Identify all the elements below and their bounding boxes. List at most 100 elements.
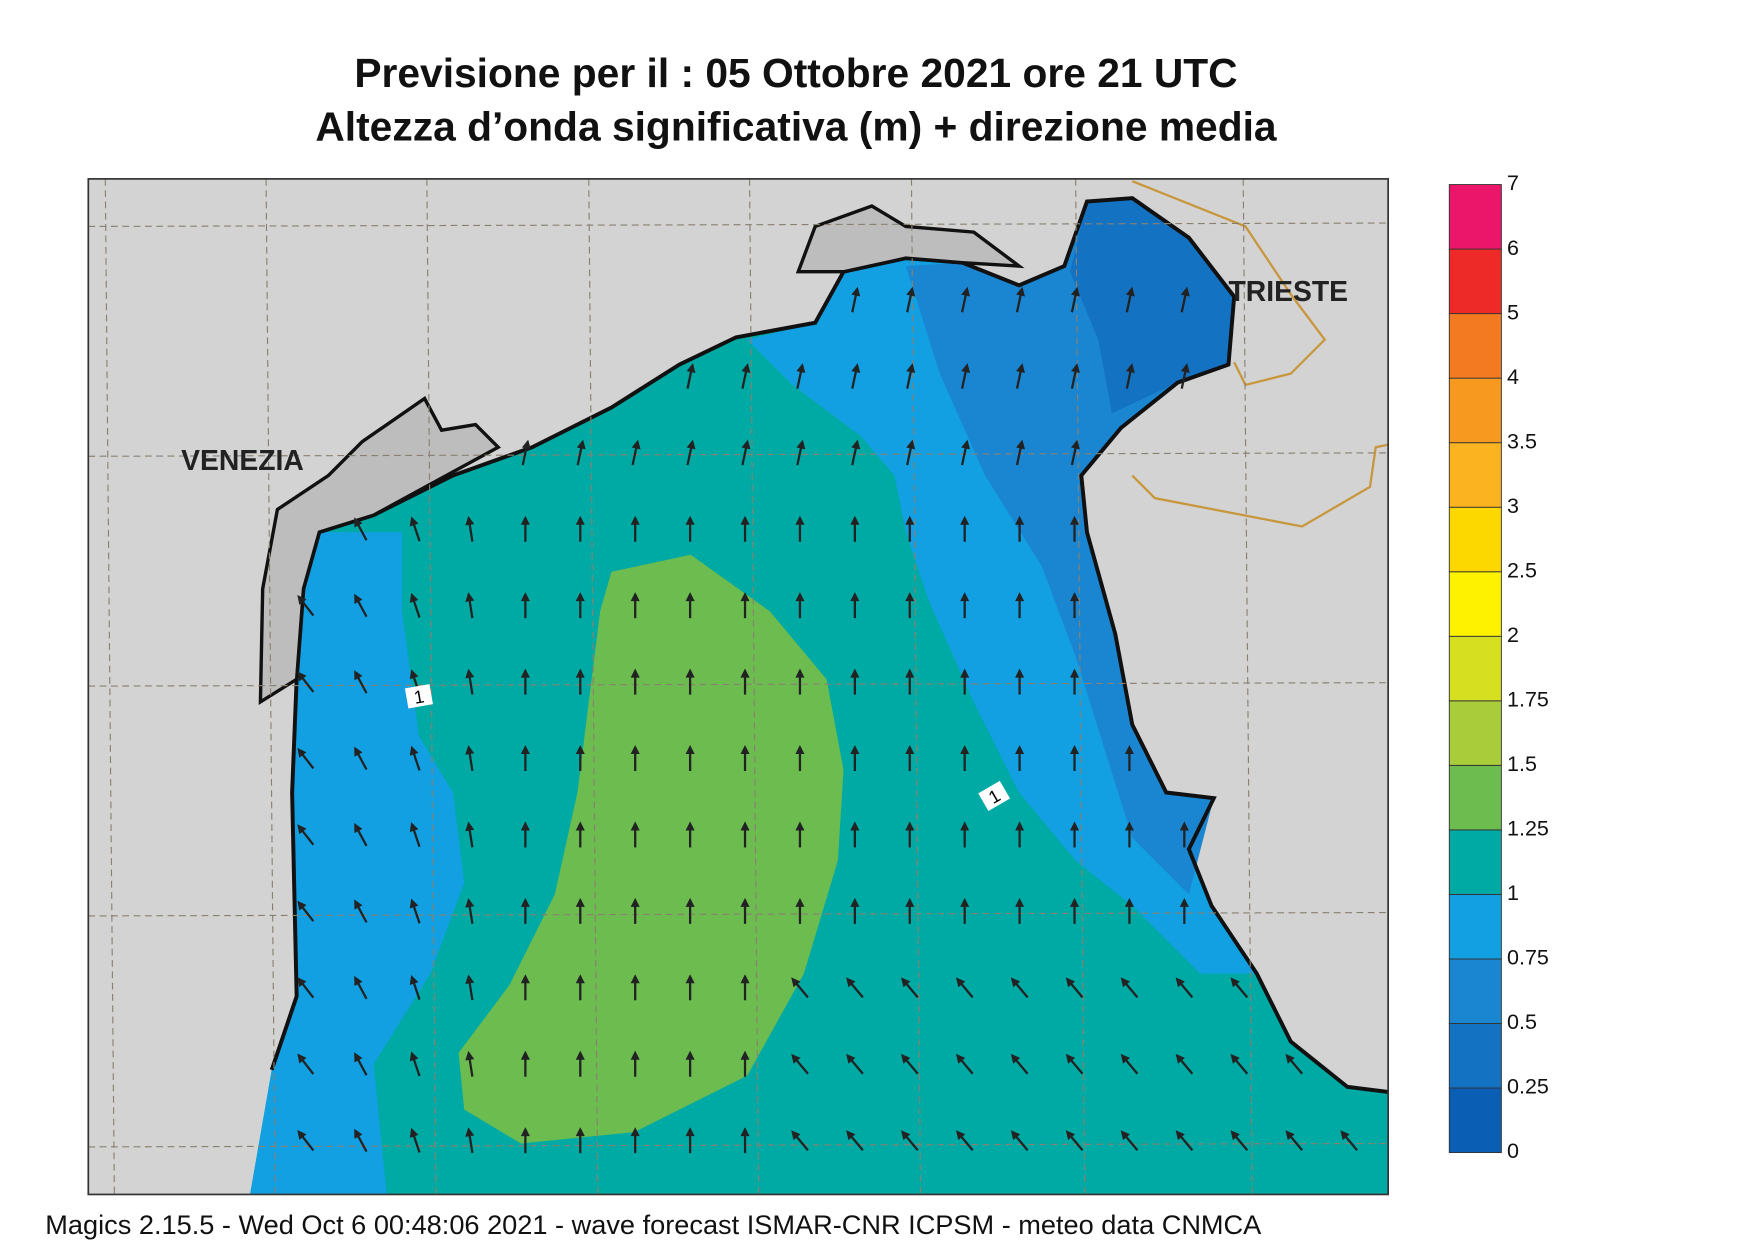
arrow-head (520, 1050, 530, 1060)
arrow-head (850, 592, 860, 602)
direction-arrow (905, 668, 915, 695)
direction-arrow (630, 897, 640, 924)
arrow-head (297, 671, 307, 682)
direction-arrow (630, 1127, 640, 1154)
direction-arrow (409, 1051, 421, 1077)
direction-arrow (740, 592, 750, 619)
direction-arrow (1069, 668, 1080, 695)
direction-arrow (630, 515, 640, 542)
arrow-head (630, 974, 640, 984)
legend-level: 0.75 (1507, 946, 1549, 970)
arrow-head (795, 668, 805, 678)
direction-arrow (1285, 1130, 1304, 1151)
arrow-head (685, 897, 695, 907)
direction-arrow (354, 1128, 368, 1153)
arrow-head (1175, 1130, 1185, 1141)
arrow-head (741, 363, 751, 373)
legend-swatch (1448, 635, 1502, 702)
arrow-head (740, 1050, 750, 1060)
direction-arrow (575, 974, 585, 1001)
arrow-head (354, 899, 363, 910)
direction-arrow (520, 897, 530, 924)
arrow-head (521, 439, 531, 450)
direction-arrow (409, 745, 421, 771)
direction-arrow (576, 439, 586, 466)
arrow-head (409, 516, 419, 527)
direction-arrow (851, 439, 861, 466)
direction-arrow (851, 363, 861, 389)
arrow-head (795, 515, 805, 525)
arrow-head (955, 1053, 966, 1064)
direction-arrow (1010, 977, 1029, 999)
direction-arrow (1125, 286, 1135, 313)
direction-arrow (409, 1127, 421, 1153)
direction-arrow (960, 286, 971, 313)
direction-arrow (575, 897, 585, 924)
arrow-head (465, 1127, 475, 1137)
arrow-head (631, 439, 641, 450)
arrow-head (630, 1050, 640, 1060)
arrow-head (961, 363, 971, 373)
legend: 0 0.25 0.5 0.75 1 1.25 1.5 1.75 2 2.5 3 3.5 4 5 6 7 (1448, 171, 1549, 1163)
arrow-head (630, 1127, 640, 1137)
arrow-head (796, 363, 806, 373)
direction-arrow (1230, 1053, 1249, 1075)
direction-arrow (1015, 363, 1025, 389)
direction-arrow (575, 821, 585, 848)
direction-arrow (520, 668, 530, 695)
direction-arrow (960, 363, 971, 389)
arrow-head (575, 592, 585, 602)
arrow-head (520, 668, 530, 678)
legend-swatch (1448, 506, 1502, 573)
arrow-head (1069, 515, 1080, 525)
arrow-head (1175, 977, 1185, 988)
arrow-head (850, 821, 860, 831)
arrow-head (297, 595, 307, 605)
direction-arrow (1015, 897, 1025, 924)
direction-arrow (1179, 897, 1189, 924)
direction-arrow (960, 668, 970, 695)
direction-arrow (740, 821, 750, 848)
arrow-head (1015, 744, 1025, 755)
direction-arrow (465, 974, 475, 1001)
direction-arrow (905, 592, 915, 619)
direction-arrow (685, 592, 695, 619)
direction-arrow (901, 977, 919, 999)
arrow-head (685, 821, 695, 831)
legend-level: 0.5 (1507, 1010, 1537, 1034)
direction-arrow (796, 439, 806, 466)
arrow-head (795, 592, 805, 602)
arrow-head (630, 744, 640, 755)
arrow-head (960, 515, 970, 525)
direction-arrow (1070, 286, 1080, 313)
direction-arrow (1285, 1053, 1304, 1075)
arrow-head (1120, 977, 1130, 988)
map-frame (87, 178, 1389, 1196)
direction-arrow (740, 744, 750, 772)
arrow-head (1175, 1053, 1185, 1064)
direction-arrow (1065, 1130, 1084, 1151)
arrow-head (575, 974, 585, 984)
footer: Magics 2.15.5 - Wed Oct 6 00:48:06 2021 … (45, 1209, 1262, 1240)
direction-arrow (1180, 286, 1190, 313)
direction-arrow (1065, 1053, 1084, 1075)
arrow-head (520, 744, 530, 755)
direction-arrow (1230, 1130, 1249, 1151)
arrow-head (1124, 744, 1134, 755)
arrow-head (1015, 592, 1025, 602)
arrow-head (575, 821, 585, 831)
legend-swatch (1448, 764, 1502, 831)
arrow-head (630, 668, 640, 678)
direction-arrow (791, 1053, 809, 1075)
arrow-head (960, 668, 970, 678)
arrow-head (1120, 1053, 1130, 1064)
title-line: Altezza d’onda significativa (m) + direz… (315, 103, 1277, 149)
direction-arrow (520, 1050, 530, 1077)
arrow-head (791, 1130, 801, 1141)
direction-arrow (850, 592, 860, 619)
city-label: VENEZIA (181, 444, 304, 476)
direction-arrow (905, 515, 915, 542)
arrow-head (409, 822, 419, 833)
arrow-head (465, 745, 475, 755)
direction-arrow (1230, 977, 1249, 999)
